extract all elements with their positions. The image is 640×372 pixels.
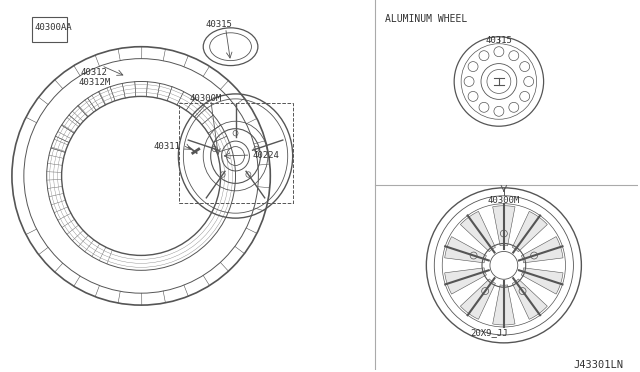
Bar [32, 17, 67, 42]
Text: 40300AA: 40300AA [35, 23, 72, 32]
Text: 40224: 40224 [252, 151, 279, 160]
Text: 40315: 40315 [486, 36, 513, 45]
Polygon shape [445, 268, 486, 294]
Polygon shape [521, 268, 563, 294]
Polygon shape [460, 279, 495, 319]
Text: 40300M: 40300M [488, 196, 520, 205]
Text: 40311: 40311 [154, 142, 181, 151]
Polygon shape [521, 237, 563, 263]
Polygon shape [445, 237, 486, 263]
Polygon shape [493, 285, 515, 325]
Text: ALUMINUM WHEEL: ALUMINUM WHEEL [385, 14, 467, 24]
Polygon shape [460, 211, 495, 252]
Text: J43301LN: J43301LN [573, 360, 623, 370]
Bar [179, 103, 293, 203]
Text: 40312
40312M: 40312 40312M [78, 68, 111, 87]
Text: 40315: 40315 [205, 20, 232, 29]
Polygon shape [512, 211, 547, 252]
Polygon shape [493, 206, 515, 246]
Text: 20X9_JJ: 20X9_JJ [470, 328, 508, 337]
Polygon shape [512, 279, 547, 319]
Text: 40300M: 40300M [189, 94, 222, 103]
